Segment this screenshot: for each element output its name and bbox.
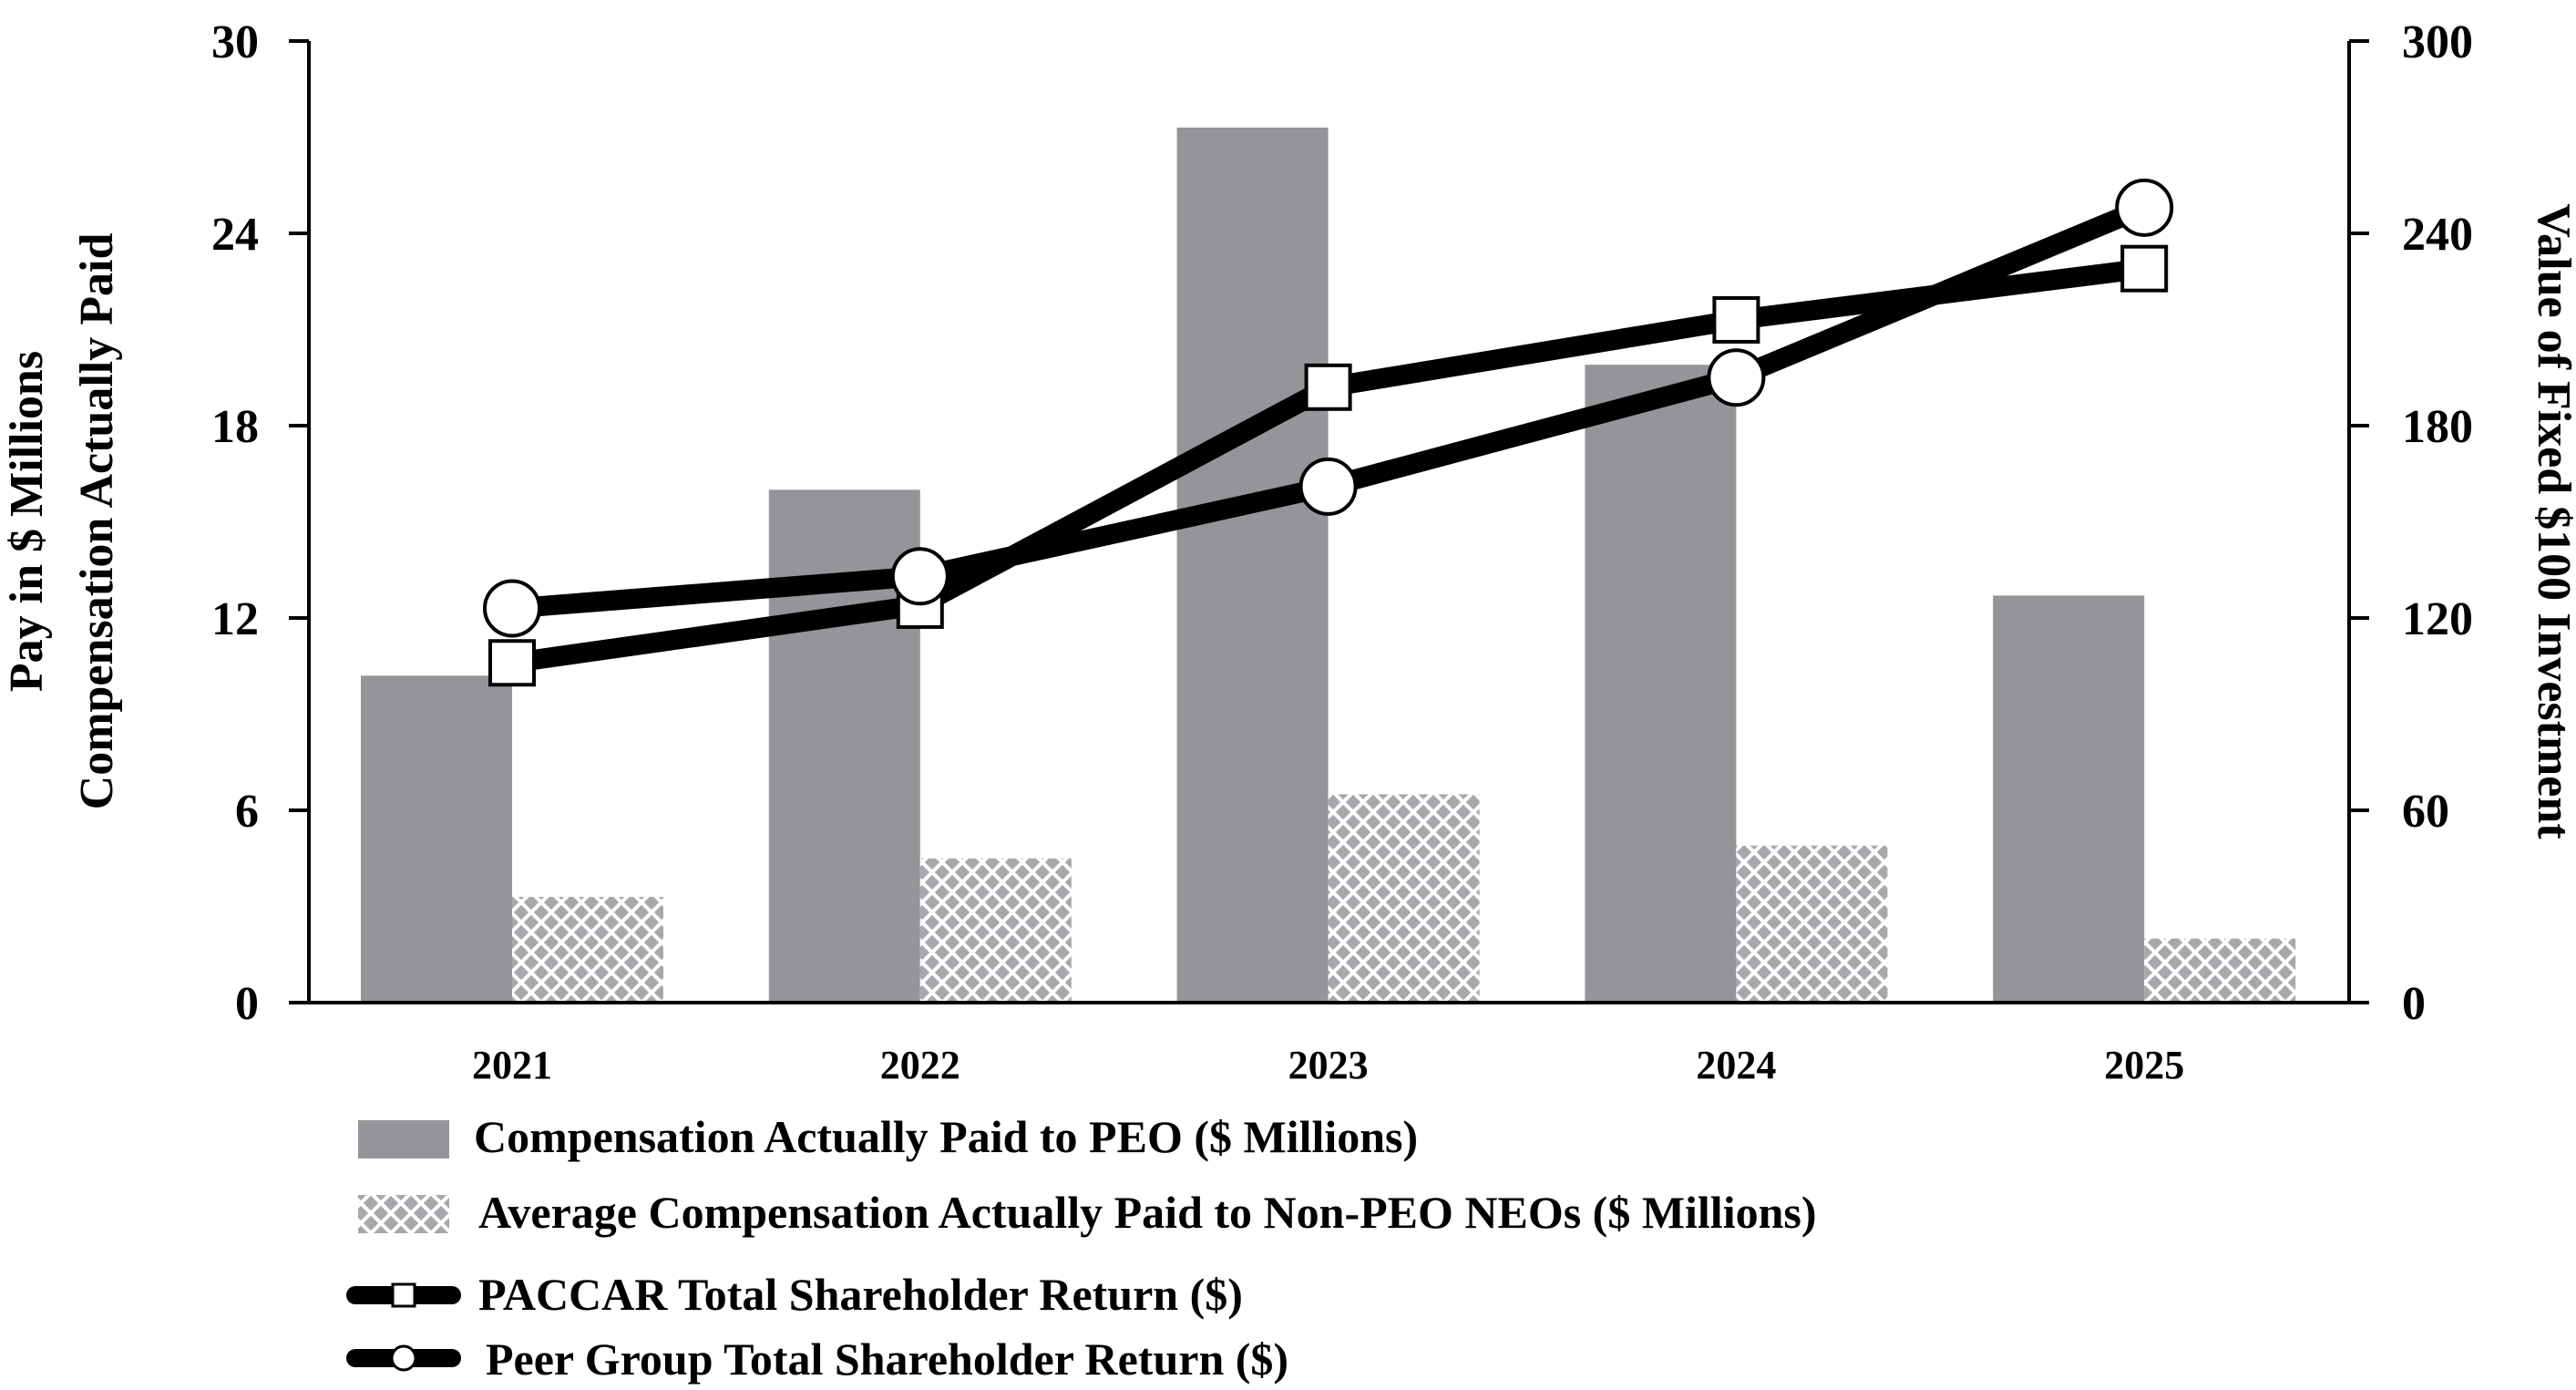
right-axis-title: Value of Fixed $100 Investment [2528,203,2576,839]
bar-neo-2024 [1736,845,1888,1003]
left-axis-title-line2: Compensation Actually Paid [71,233,123,810]
x-tick-label: 2023 [1288,1043,1369,1087]
x-tick-label: 2024 [1696,1043,1776,1087]
peer-marker-2025 [2115,178,2174,237]
right-tick-label: 60 [2402,786,2449,838]
bar-peo-2024 [1585,365,1737,1003]
neo-bars [512,794,2296,1003]
legend-swatch-neo [358,1195,449,1233]
peer-marker-2022 [890,547,949,606]
left-axis-title-line1: Pay in $ Millions [1,351,53,692]
paccar-marker-2025 [2120,244,2169,293]
bar-neo-2023 [1328,794,1480,1003]
bar-neo-2021 [512,896,663,1003]
peer-marker-2021 [483,579,541,638]
bar-peo-2025 [1993,595,2145,1003]
legend-label-neo: Average Compensation Actually Paid to No… [478,1187,1817,1238]
right-tick-label: 180 [2402,401,2473,453]
left-tick-label: 30 [211,16,259,68]
bar-neo-2025 [2144,938,2296,1003]
x-tick-label: 2025 [2104,1043,2184,1087]
paccar-marker-2024 [1712,295,1760,344]
bar-neo-2022 [919,858,1072,1003]
left-ticks: 0 6 12 18 24 30 [211,16,309,1030]
paccar-marker-2021 [488,639,536,687]
legend-label-peo: Compensation Actually Paid to PEO ($ Mil… [474,1111,1418,1162]
legend-marker-paccar [391,1282,416,1308]
right-tick-label: 0 [2402,978,2426,1030]
legend-label-peer: Peer Group Total Shareholder Return ($) [486,1333,1288,1385]
right-ticks: 0 60 120 180 240 300 [2349,16,2473,1030]
left-tick-label: 12 [211,593,259,645]
tsr-markers [483,178,2174,687]
x-tick-label: 2021 [472,1043,552,1087]
left-tick-label: 18 [211,401,259,453]
left-tick-label: 6 [235,786,259,838]
peer-marker-2024 [1707,348,1766,407]
legend-swatch-peo [358,1120,449,1158]
bar-peo-2021 [361,675,512,1003]
legend: Compensation Actually Paid to PEO ($ Mil… [346,1111,1817,1385]
bar-peo-2023 [1176,127,1329,1003]
paccar-marker-2023 [1304,363,1352,411]
peer-marker-2023 [1298,457,1358,516]
left-tick-label: 0 [235,978,259,1030]
legend-label-paccar: PACCAR Total Shareholder Return ($) [478,1269,1243,1320]
x-ticks: 2021 2022 2023 2024 2025 [472,1043,2184,1087]
x-tick-label: 2022 [880,1043,960,1087]
right-tick-label: 300 [2402,16,2473,68]
right-tick-label: 240 [2402,209,2473,261]
right-tick-label: 120 [2402,593,2473,645]
left-tick-label: 24 [211,209,259,261]
legend-marker-peer [390,1344,417,1372]
